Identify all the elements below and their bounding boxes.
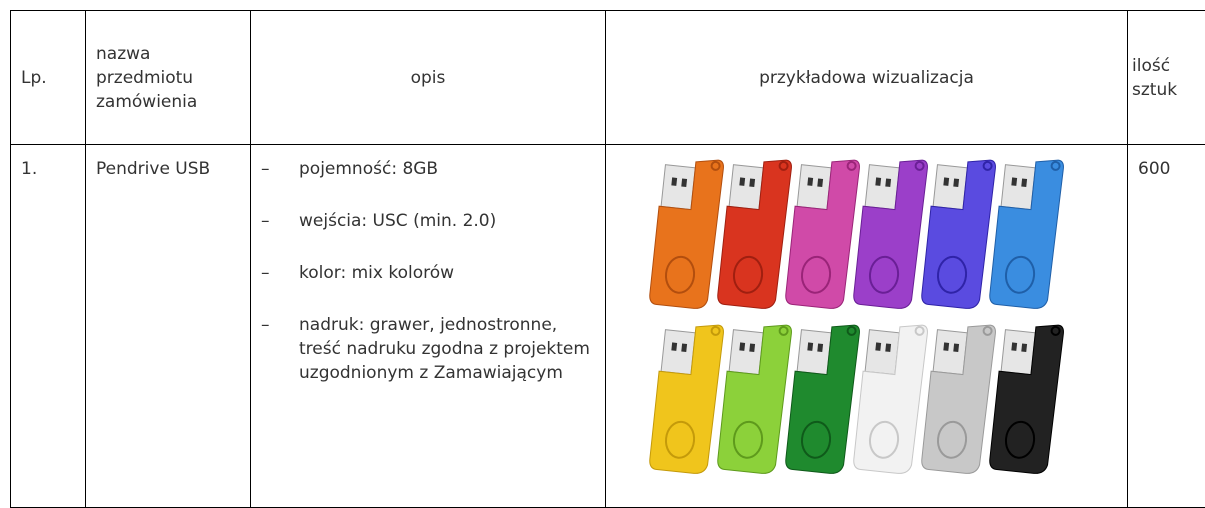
usb-plug	[797, 165, 831, 210]
order-table: Lp. nazwa przedmiotu zamówienia opis prz…	[10, 10, 1205, 508]
usb-plug-hole	[749, 178, 755, 186]
usb-plug-hole	[1011, 342, 1017, 350]
usb-plug-hole	[681, 178, 687, 186]
usb-plug	[797, 330, 831, 375]
usb-plug-hole	[1021, 178, 1027, 186]
usb-plug	[865, 165, 899, 210]
name-cell: Pendrive USB	[86, 145, 251, 508]
description-item: pojemność: 8GB	[261, 157, 595, 181]
usb-plug-hole	[671, 342, 677, 350]
header-cell: Lp.	[11, 11, 86, 145]
header-cell: nazwa przedmiotu zamówienia	[86, 11, 251, 145]
usb-drive	[989, 155, 1064, 310]
description-item: nadruk: grawer, jednostronne, treść nadr…	[261, 313, 595, 385]
usb-plug	[865, 330, 899, 375]
usb-drive	[989, 320, 1064, 475]
lp-cell: 1.	[11, 145, 86, 508]
description-cell: pojemność: 8GB wejścia: USC (min. 2.0) kol…	[251, 145, 606, 508]
usb-plug-hole	[1021, 343, 1027, 351]
usb-visualization	[606, 145, 1126, 495]
usb-drive	[649, 155, 724, 310]
usb-plug	[1001, 330, 1035, 375]
usb-drive	[785, 320, 860, 475]
usb-plug-hole	[1011, 177, 1017, 185]
description-item: kolor: mix kolorów	[261, 261, 595, 285]
usb-plug-hole	[739, 342, 745, 350]
usb-plug-hole	[943, 342, 949, 350]
usb-plug-hole	[875, 342, 881, 350]
usb-drive	[853, 155, 928, 310]
description-item: wejścia: USC (min. 2.0)	[261, 209, 595, 233]
usb-plug	[933, 165, 967, 210]
usb-drive	[717, 320, 792, 475]
usb-drive	[921, 320, 996, 475]
usb-plug-hole	[943, 177, 949, 185]
usb-plug-hole	[681, 343, 687, 351]
header-cell: ilość sztuk	[1128, 11, 1205, 145]
usb-drive	[785, 155, 860, 310]
usb-plug-hole	[875, 177, 881, 185]
usb-plug-hole	[817, 343, 823, 351]
usb-drive	[921, 155, 996, 310]
usb-plug	[933, 330, 967, 375]
usb-drive	[853, 320, 928, 475]
quantity-cell: 600	[1128, 145, 1205, 508]
usb-plug-hole	[749, 343, 755, 351]
description-list: pojemność: 8GB wejścia: USC (min. 2.0) kol…	[261, 157, 595, 385]
usb-plug-hole	[739, 177, 745, 185]
data-row: 1. Pendrive USB pojemność: 8GB wejścia: U…	[11, 145, 1205, 508]
usb-plug-hole	[885, 178, 891, 186]
usb-plug	[729, 330, 763, 375]
usb-plug	[729, 165, 763, 210]
usb-plug-hole	[807, 342, 813, 350]
usb-plug	[1001, 165, 1035, 210]
header-cell: przykładowa wizualizacja	[606, 11, 1128, 145]
visualization-cell	[606, 145, 1128, 508]
header-cell: opis	[251, 11, 606, 145]
usb-plug-hole	[953, 343, 959, 351]
usb-plug-hole	[817, 178, 823, 186]
header-row: Lp. nazwa przedmiotu zamówienia opis prz…	[11, 11, 1205, 145]
usb-plug	[661, 165, 695, 210]
usb-plug-hole	[671, 177, 677, 185]
usb-plug-hole	[885, 343, 891, 351]
usb-plug	[661, 330, 695, 375]
usb-plug-hole	[807, 177, 813, 185]
usb-drive	[717, 155, 792, 310]
usb-plug-hole	[953, 178, 959, 186]
usb-drive	[649, 320, 724, 475]
